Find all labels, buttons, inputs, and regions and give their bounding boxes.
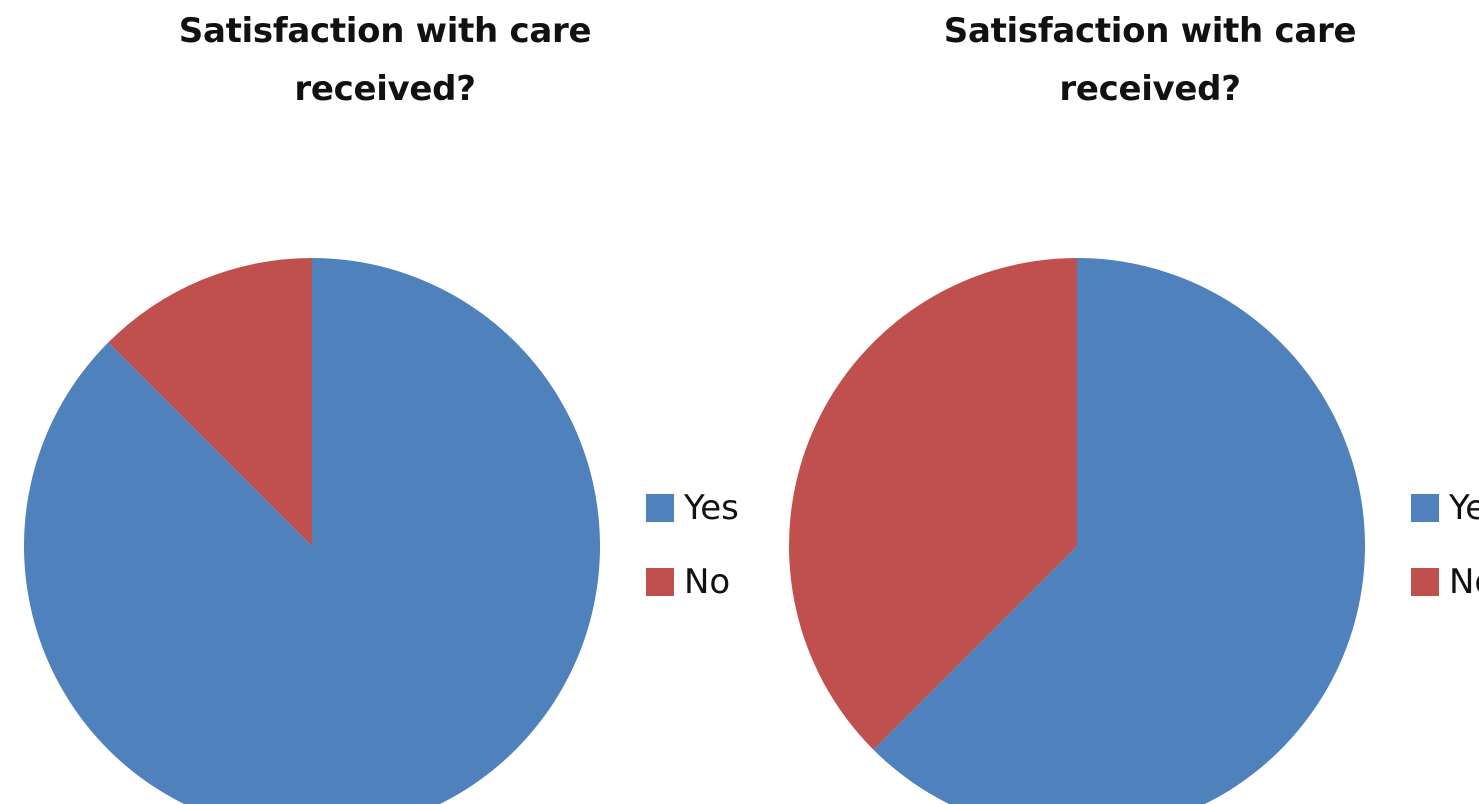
- pie-slice-yes: [23, 258, 600, 804]
- pie-chart-2: Satisfaction with care received? Yes No: [765, 0, 1479, 804]
- pie-chart-1: Satisfaction with care received? Yes No: [23, 11, 739, 804]
- pie-slice-no: [108, 258, 313, 546]
- legend-swatch-yes: [1411, 494, 1439, 522]
- legend: Yes No: [646, 488, 739, 636]
- legend: Yes No: [1411, 488, 1479, 636]
- legend-label-yes: Yes: [684, 488, 739, 528]
- legend-swatch-no: [646, 568, 674, 596]
- legend-label-yes: Yes: [1449, 488, 1479, 528]
- legend-item-yes: Yes: [1411, 488, 1479, 528]
- pie-slice-no: [789, 258, 1077, 750]
- chart-title: Satisfaction with care received?: [943, 11, 1357, 109]
- legend-item-yes: Yes: [646, 488, 739, 528]
- pie-plot: [789, 258, 1365, 804]
- pie-slice-yes: [873, 258, 1365, 804]
- chart-title: Satisfaction with care received?: [178, 11, 592, 109]
- legend-swatch-no: [1411, 568, 1439, 596]
- legend-label-no: No: [1449, 562, 1479, 602]
- legend-swatch-yes: [646, 494, 674, 522]
- legend-item-no: No: [646, 562, 739, 602]
- legend-label-no: No: [684, 562, 731, 602]
- pie-plot: [23, 258, 600, 804]
- legend-item-no: No: [1411, 562, 1479, 602]
